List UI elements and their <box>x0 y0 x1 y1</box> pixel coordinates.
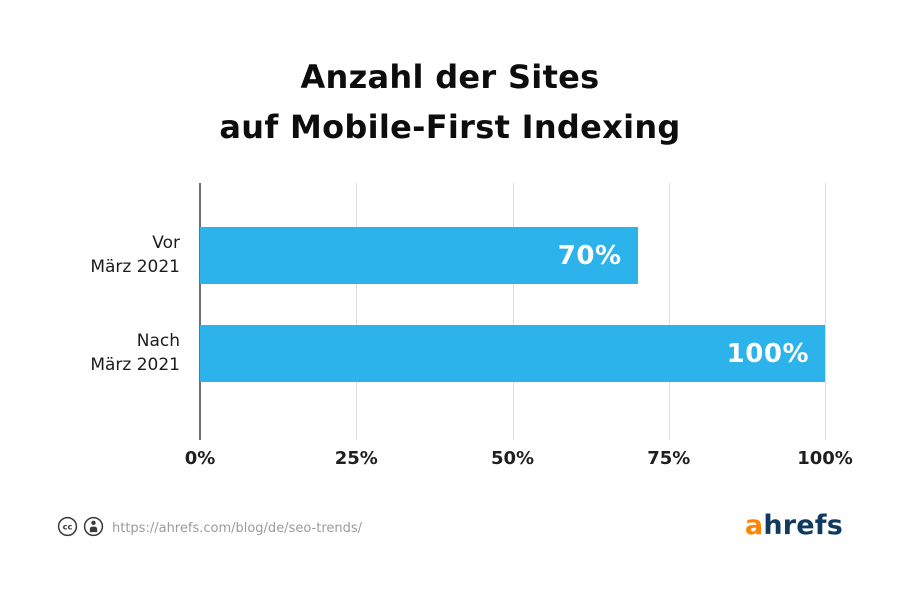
chart-title: Anzahl der Sites auf Mobile-First Indexi… <box>0 52 900 152</box>
svg-text:cc: cc <box>63 522 73 532</box>
x-tick-label-100: 100% <box>797 448 853 469</box>
chart-title-line1: Anzahl der Sites <box>300 58 600 96</box>
gridline-75 <box>668 183 670 440</box>
bar-value-label: 70% <box>557 240 622 271</box>
gridline-25 <box>356 183 358 440</box>
chart-title-line2: auf Mobile-First Indexing <box>219 108 681 146</box>
bar-row: 70% <box>200 227 825 284</box>
gridline-100 <box>825 183 826 440</box>
creative-commons-icon: cc <box>57 516 78 537</box>
category-label-line: Nach <box>136 331 180 351</box>
license-icons: cc <box>57 516 104 537</box>
bar-nach-maerz-2021: 100% <box>200 325 825 382</box>
category-label-vor-maerz-2021: Vor März 2021 <box>0 231 180 279</box>
category-label-line: März 2021 <box>90 355 180 375</box>
ahrefs-logo-hrefs: hrefs <box>763 510 843 541</box>
ahrefs-logo: ahrefs <box>745 510 843 541</box>
category-label-nach-maerz-2021: Nach März 2021 <box>0 329 180 377</box>
ahrefs-logo-a: a <box>744 510 764 541</box>
bar-row: 100% <box>200 325 825 382</box>
x-tick-label-50: 50% <box>490 448 535 469</box>
category-label-line: Vor <box>152 233 180 253</box>
attribution-person-icon <box>83 516 104 537</box>
source-url: https://ahrefs.com/blog/de/seo-trends/ <box>112 521 363 536</box>
category-axis: Vor März 2021 Nach März 2021 <box>0 183 180 440</box>
y-axis-line <box>199 183 201 440</box>
bar-vor-maerz-2021: 70% <box>200 227 638 284</box>
x-axis: 0% 25% 50% 75% 100% <box>185 448 853 472</box>
plot-area: 70% 100% <box>199 183 826 440</box>
x-tick-label-25: 25% <box>334 448 378 469</box>
bar-value-label: 100% <box>726 338 809 369</box>
gridline-50 <box>512 183 514 440</box>
x-tick-label-0: 0% <box>184 448 216 469</box>
x-tick-label-75: 75% <box>647 448 691 469</box>
category-label-line: März 2021 <box>90 257 180 277</box>
footer: cc https://ahrefs.com/blog/de/seo-trends… <box>0 508 900 548</box>
